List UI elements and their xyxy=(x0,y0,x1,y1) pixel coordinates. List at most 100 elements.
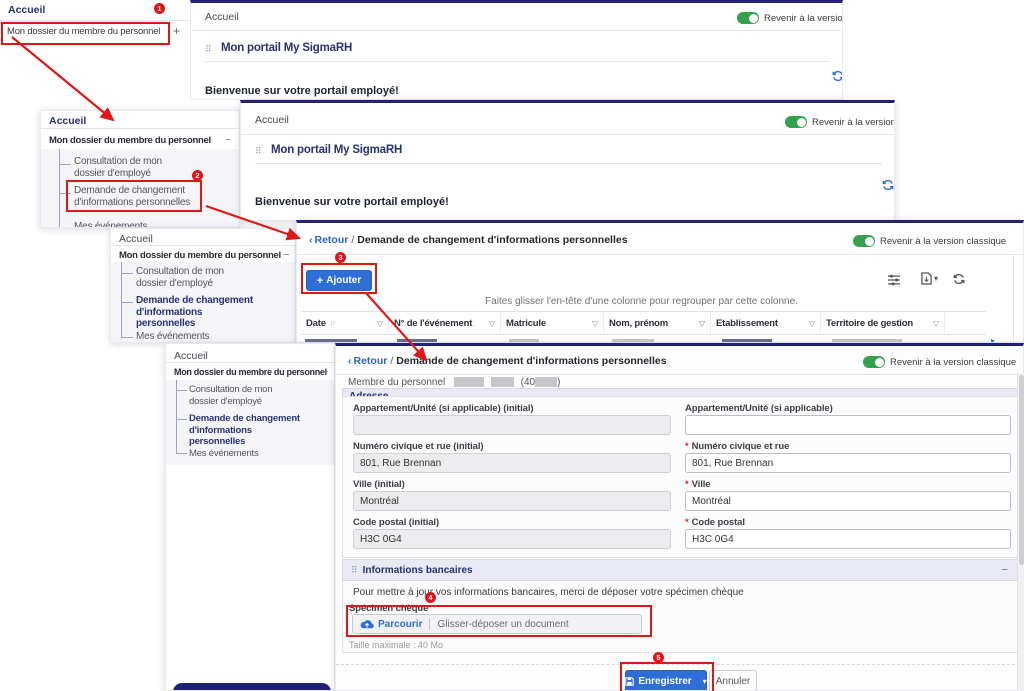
bank-section-header[interactable]: ⠿ Informations bancaires − xyxy=(342,559,1019,581)
classic-version-toggle[interactable] xyxy=(737,12,759,24)
ville-initial-field: Montréal xyxy=(353,491,671,511)
back-link[interactable]: Retour xyxy=(353,355,388,367)
redacted-name-block xyxy=(490,377,514,388)
back-chevron-icon: ‹ xyxy=(348,355,352,367)
required-mark: * xyxy=(685,479,689,490)
export-caret-down-icon[interactable]: ▾ xyxy=(934,274,939,283)
save-icon xyxy=(625,676,635,686)
browse-button[interactable]: Parcourir xyxy=(378,618,423,630)
cancel-button[interactable]: Annuler xyxy=(709,670,757,690)
sidebar-item-consultation[interactable]: Consultation de mon dossier d'employé xyxy=(74,156,162,179)
collapse-minus-icon[interactable]: − xyxy=(225,134,232,146)
toggle-label: Revenir à la version classique xyxy=(764,13,843,24)
toggle-label: Revenir à la version classique xyxy=(812,117,895,128)
sidebar-section-mon-dossier[interactable]: Mon dossier du membre du personnel xyxy=(119,250,281,261)
sidebar-item-demande-changement[interactable]: Demande de changement d'informations per… xyxy=(189,413,300,447)
breadcrumb: ‹ Retour / Demande de changement d'informat… xyxy=(348,355,667,367)
classic-version-toggle[interactable] xyxy=(785,116,807,128)
appartement-field[interactable] xyxy=(685,415,1011,435)
save-button[interactable]: Enregistrer ▾ xyxy=(625,670,707,690)
collapse-minus-icon[interactable]: − xyxy=(1001,564,1008,576)
sidebar-item-mes-evenements[interactable]: Mes événements xyxy=(74,221,148,228)
rue-field[interactable]: 801, Rue Brennan xyxy=(685,453,1011,473)
table-header: Date ↓↑ ▽ N° de l'événement ▽ Matricule ▽ … xyxy=(301,311,986,335)
row-expand-icon[interactable]: ▸ xyxy=(991,336,996,343)
classic-version-toggle[interactable] xyxy=(863,356,885,368)
column-spacer xyxy=(945,312,986,334)
code-postal-initial-field: H3C 0G4 xyxy=(353,529,671,549)
sidebar-item-mon-dossier[interactable]: Mon dossier du membre du personnel xyxy=(7,26,161,37)
dropzone-text: Glisser-déposer un document xyxy=(437,618,569,630)
sidebar-item-demande-changement[interactable]: Demande de changement d'informations per… xyxy=(136,295,253,329)
refresh-icon[interactable] xyxy=(832,70,842,82)
panel4-sidebar: Accueil Mon dossier du membre du personn… xyxy=(165,343,335,691)
column-header-matricule[interactable]: Matricule ▽ xyxy=(501,312,604,334)
sidebar-section-mon-dossier[interactable]: Mon dossier du membre du personnel xyxy=(49,135,211,146)
field-label: * Code postal xyxy=(685,517,745,528)
upload-separator xyxy=(429,618,431,630)
drag-handle-icon[interactable]: ⠿ xyxy=(205,44,212,54)
sidebar-item-demande-changement[interactable]: Demande de changement d'informations per… xyxy=(74,185,191,208)
bank-section: ⠿ Informations bancaires − Pour mettre à… xyxy=(342,559,1019,653)
portal-widget-title: Mon portail My SigmaRH xyxy=(271,144,403,156)
breadcrumb: ‹ Retour / Demande de changement d'informat… xyxy=(309,234,628,246)
address-form: Appartement/Unité (si applicable) (initi… xyxy=(342,396,1019,558)
sidebar-section-mon-dossier[interactable]: Mon dossier du membre du personnel xyxy=(174,367,327,377)
refresh-icon[interactable] xyxy=(953,273,965,285)
column-header-nom[interactable]: Nom, prénom ▽ xyxy=(604,312,711,334)
sidebar-item-mes-evenements[interactable]: Mes événements xyxy=(136,331,210,342)
filter-icon[interactable]: ▽ xyxy=(699,318,705,328)
filter-icon[interactable]: ▽ xyxy=(377,318,383,328)
sidebar-home-link[interactable]: Accueil xyxy=(8,4,46,16)
sidebar-bottom-button[interactable] xyxy=(173,683,331,690)
sidebar-home-link[interactable]: Accueil xyxy=(49,115,87,127)
required-mark: * xyxy=(685,517,689,528)
bank-info-text: Pour mettre à jour vos informations banc… xyxy=(353,587,744,598)
classic-version-toggle[interactable] xyxy=(853,235,875,247)
section-title: Adresse xyxy=(349,390,389,398)
annotation-box-step2 xyxy=(66,180,202,212)
column-header-etablissement[interactable]: Etablissement ▽ xyxy=(711,312,821,334)
filter-icon[interactable]: ▽ xyxy=(933,318,939,328)
collapse-minus-icon[interactable]: − xyxy=(283,249,290,261)
sidebar-item-mes-evenements[interactable]: Mes événements xyxy=(189,448,259,459)
toggle-knob xyxy=(874,357,884,367)
drag-handle-icon[interactable]: ⠿ xyxy=(351,564,358,575)
drag-handle-icon[interactable]: ⠿ xyxy=(255,146,262,156)
welcome-message: Bienvenue sur votre portail employé! xyxy=(205,85,399,97)
column-header-territoire[interactable]: Territoire de gestion ▽ xyxy=(821,312,945,334)
sort-icon[interactable]: ↓↑ xyxy=(329,319,336,327)
panel4-scrollbar[interactable] xyxy=(1017,373,1024,691)
add-button[interactable]: + Ajouter xyxy=(306,270,372,291)
sidebar-home-link[interactable]: Accueil xyxy=(119,233,153,245)
column-header-date[interactable]: Date ↓↑ ▽ xyxy=(301,312,389,334)
redacted-name-block xyxy=(454,377,485,388)
redacted-id-block xyxy=(535,377,558,388)
filter-icon[interactable]: ▽ xyxy=(489,318,495,328)
code-postal-field[interactable]: H3C 0G4 xyxy=(685,529,1011,549)
filter-icon[interactable]: ▽ xyxy=(592,318,598,328)
filter-icon[interactable]: ▽ xyxy=(809,318,815,328)
cloud-upload-icon xyxy=(360,619,374,629)
toggle-knob xyxy=(748,13,758,23)
field-label: Appartement/Unité (si applicable) (initi… xyxy=(353,403,534,414)
sidebar-home-link[interactable]: Accueil xyxy=(174,350,208,362)
save-caret-down-icon[interactable]: ▾ xyxy=(702,676,707,686)
toggle-knob xyxy=(864,236,874,246)
sidebar-item-consultation[interactable]: Consultation de mon dossier d'employé xyxy=(189,384,273,407)
export-icon[interactable] xyxy=(921,272,932,285)
required-mark: * xyxy=(685,441,689,452)
column-settings-icon[interactable] xyxy=(887,274,901,286)
sidebar-item-consultation[interactable]: Consultation de mon dossier d'employé xyxy=(136,266,224,289)
member-label: Membre du personnel xyxy=(348,377,446,388)
ville-field[interactable]: Montréal xyxy=(685,491,1011,511)
file-upload-control[interactable]: Parcourir Glisser-déposer un document xyxy=(352,614,642,634)
refresh-icon[interactable] xyxy=(882,179,894,191)
back-link[interactable]: Retour xyxy=(314,234,349,246)
collapse-minus-icon[interactable]: − xyxy=(322,366,329,378)
column-header-evenement[interactable]: N° de l'événement ▽ xyxy=(389,312,501,334)
plus-icon[interactable]: + xyxy=(173,24,181,38)
panel1-main: Accueil Revenir à la version classique ⠿… xyxy=(190,0,843,100)
annotation-box-step5 xyxy=(620,662,714,691)
back-chevron-icon: ‹ xyxy=(309,234,313,246)
